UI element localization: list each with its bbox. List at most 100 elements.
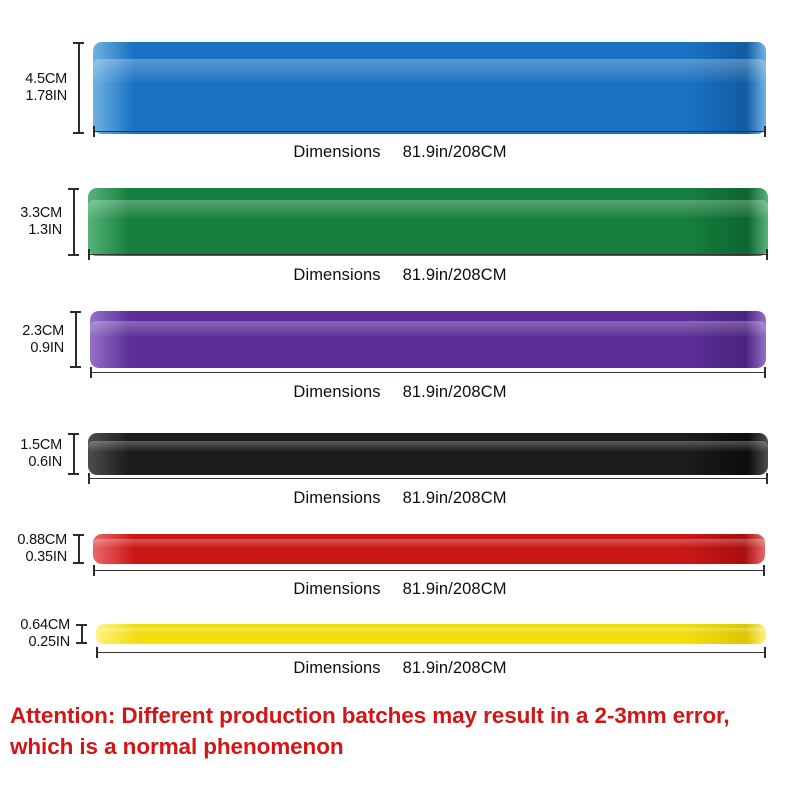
height-measure-cap-bottom — [68, 473, 79, 475]
attention-line-2: which is a normal phenomenon — [10, 734, 344, 759]
band-gloss-highlight — [93, 58, 766, 83]
height-label-group: 0.88CM 0.35IN — [12, 532, 67, 566]
length-measure-cap-right — [764, 126, 766, 137]
length-measure-shaft — [88, 478, 768, 480]
height-label-group: 2.3CM 0.9IN — [18, 323, 64, 357]
length-measure-cap-right — [763, 565, 765, 576]
height-label-cm: 2.3CM — [22, 322, 64, 339]
height-label-cm: 3.3CM — [20, 205, 62, 221]
height-label-in: 1.3IN — [28, 222, 62, 238]
dimension-word: Dimensions — [293, 489, 381, 507]
dimension-value: 81.9in/208CM — [402, 143, 507, 161]
height-measure-cap-top — [68, 188, 79, 190]
band-gloss-highlight — [93, 539, 765, 548]
length-measure-shaft — [93, 131, 766, 133]
blue-band — [93, 42, 766, 134]
height-measure-shaft — [75, 311, 77, 368]
band-gloss-highlight — [90, 321, 766, 337]
length-measure-cap-left — [93, 126, 95, 137]
height-measure-line — [68, 188, 79, 256]
dimension-word: Dimensions — [293, 659, 381, 677]
length-measure-cap-left — [88, 473, 90, 484]
height-measure-cap-top — [73, 534, 84, 536]
length-dimension-caption: Dimensions 81.9in/208CM — [0, 383, 800, 402]
length-measure-cap-right — [764, 647, 766, 658]
length-measure-shaft — [96, 652, 766, 654]
black-band — [88, 433, 768, 475]
length-measure-cap-left — [90, 367, 92, 378]
dimension-word: Dimensions — [293, 266, 381, 284]
height-measure-cap-bottom — [70, 366, 81, 368]
height-measure-shaft — [78, 534, 80, 564]
height-label-group: 3.3CM 1.3IN — [18, 205, 62, 239]
dimension-word: Dimensions — [293, 143, 381, 161]
height-measure-cap-bottom — [68, 254, 79, 256]
length-dimension-caption: Dimensions 81.9in/208CM — [0, 266, 800, 285]
height-label-in: 0.9IN — [30, 339, 64, 356]
height-label-group: 0.64CM 0.25IN — [12, 617, 70, 651]
height-measure-line — [73, 534, 84, 564]
dimension-value: 81.9in/208CM — [402, 489, 507, 507]
dimension-word: Dimensions — [293, 383, 381, 401]
purple-band — [90, 311, 766, 368]
length-measure-shaft — [88, 254, 768, 256]
length-measure-cap-left — [96, 647, 98, 658]
length-measure-cap-left — [88, 249, 90, 260]
length-measure-line — [90, 367, 766, 378]
length-measure-line — [88, 473, 768, 484]
length-dimension-caption: Dimensions 81.9in/208CM — [0, 489, 800, 508]
height-measure-shaft — [73, 188, 75, 256]
dimension-value: 81.9in/208CM — [402, 659, 507, 677]
attention-notice: Attention: Different production batches … — [10, 700, 798, 762]
band-gloss-highlight — [88, 440, 768, 452]
dimension-value: 81.9in/208CM — [402, 266, 507, 284]
length-measure-line — [93, 126, 766, 137]
height-label-in: 1.78IN — [25, 88, 67, 104]
red-band — [93, 534, 765, 564]
band-gloss-highlight — [96, 627, 766, 633]
yellow-band — [96, 624, 766, 644]
height-measure-line — [73, 42, 84, 134]
height-measure-line — [68, 433, 79, 475]
dimension-value: 81.9in/208CM — [402, 580, 507, 598]
length-measure-cap-right — [766, 473, 768, 484]
height-measure-cap-top — [73, 42, 84, 44]
length-measure-shaft — [93, 570, 765, 572]
height-measure-cap-bottom — [73, 562, 84, 564]
dimension-value: 81.9in/208CM — [402, 383, 507, 401]
height-label-cm: 0.88CM — [17, 532, 67, 548]
height-label-group: 1.5CM 0.6IN — [18, 437, 62, 471]
attention-line-1: Attention: Different production batches … — [10, 703, 730, 728]
length-measure-cap-left — [93, 565, 95, 576]
height-label-in: 0.25IN — [28, 634, 70, 650]
length-dimension-caption: Dimensions 81.9in/208CM — [0, 143, 800, 162]
height-label-group: 4.5CM 1.78IN — [18, 71, 67, 105]
height-measure-shaft — [81, 624, 83, 644]
band-gloss-highlight — [88, 200, 768, 218]
length-measure-line — [88, 249, 768, 260]
height-measure-cap-bottom — [73, 132, 84, 134]
height-measure-cap-top — [76, 624, 87, 626]
length-measure-shaft — [90, 372, 766, 374]
height-measure-cap-top — [70, 311, 81, 313]
length-measure-line — [96, 647, 766, 658]
length-dimension-caption: Dimensions 81.9in/208CM — [0, 580, 800, 599]
height-measure-line — [76, 624, 87, 644]
length-dimension-caption: Dimensions 81.9in/208CM — [0, 659, 800, 678]
height-label-in: 0.35IN — [25, 549, 67, 565]
height-measure-line — [70, 311, 81, 368]
length-measure-line — [93, 565, 765, 576]
height-measure-shaft — [78, 42, 80, 134]
height-label-in: 0.6IN — [28, 454, 62, 470]
height-label-cm: 4.5CM — [25, 71, 67, 87]
height-label-cm: 1.5CM — [20, 437, 62, 453]
height-label-cm: 0.64CM — [20, 617, 70, 633]
length-measure-cap-right — [764, 367, 766, 378]
height-measure-cap-bottom — [76, 642, 87, 644]
dimension-word: Dimensions — [293, 580, 381, 598]
height-measure-cap-top — [68, 433, 79, 435]
height-measure-shaft — [73, 433, 75, 475]
length-measure-cap-right — [766, 249, 768, 260]
green-band — [88, 188, 768, 256]
